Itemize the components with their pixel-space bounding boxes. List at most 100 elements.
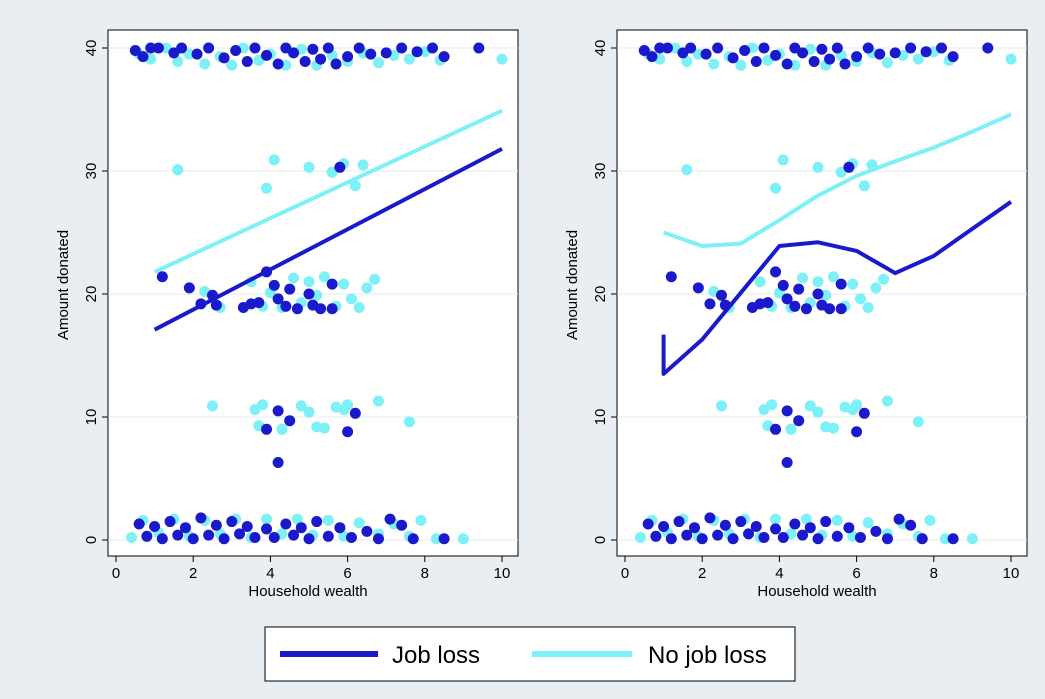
point-job-loss bbox=[241, 56, 253, 68]
point-no-job-loss bbox=[457, 533, 469, 545]
point-job-loss bbox=[793, 415, 805, 427]
fit-line-job-loss bbox=[661, 200, 1013, 376]
point-no-job-loss bbox=[827, 271, 839, 283]
point-job-loss bbox=[307, 43, 319, 55]
point-job-loss bbox=[831, 42, 843, 54]
point-job-loss bbox=[438, 533, 450, 545]
point-job-loss bbox=[427, 42, 439, 54]
point-no-job-loss bbox=[800, 513, 812, 525]
point-no-job-loss bbox=[812, 276, 824, 288]
point-no-job-loss bbox=[681, 56, 693, 68]
point-no-job-loss bbox=[912, 53, 924, 65]
x-tick-label: 10 bbox=[494, 565, 511, 582]
point-no-job-loss bbox=[777, 154, 789, 166]
x-tick-label: 0 bbox=[621, 565, 629, 582]
point-job-loss bbox=[133, 518, 145, 530]
point-job-loss bbox=[295, 522, 307, 534]
point-job-loss bbox=[322, 42, 334, 54]
point-no-job-loss bbox=[353, 302, 365, 314]
legend-label-job-loss: Job loss bbox=[392, 642, 480, 669]
point-job-loss bbox=[280, 518, 292, 530]
point-job-loss bbox=[411, 46, 423, 58]
point-no-job-loss bbox=[361, 282, 373, 294]
point-job-loss bbox=[303, 533, 315, 545]
point-job-loss bbox=[808, 56, 820, 68]
point-job-loss bbox=[743, 528, 755, 540]
point-job-loss bbox=[149, 520, 161, 532]
point-no-job-loss bbox=[183, 48, 195, 60]
point-no-job-loss bbox=[403, 416, 415, 428]
point-no-job-loss bbox=[257, 399, 269, 411]
point-no-job-loss bbox=[291, 513, 303, 525]
y-axis-title: Amount donated bbox=[55, 230, 72, 340]
point-job-loss bbox=[854, 532, 866, 544]
x-tick-label: 8 bbox=[421, 565, 429, 582]
point-no-job-loss bbox=[496, 53, 508, 65]
point-no-job-loss bbox=[770, 182, 782, 194]
y-tick-label: 0 bbox=[83, 536, 100, 544]
point-no-job-loss bbox=[430, 533, 442, 545]
point-no-job-loss bbox=[862, 302, 874, 314]
point-job-loss bbox=[396, 519, 408, 531]
x-tick-label: 4 bbox=[775, 565, 783, 582]
point-job-loss bbox=[789, 300, 801, 312]
point-no-job-loss bbox=[939, 533, 951, 545]
point-job-loss bbox=[758, 42, 770, 54]
point-job-loss bbox=[365, 48, 377, 60]
point-job-loss bbox=[315, 53, 327, 65]
point-no-job-loss bbox=[716, 400, 727, 412]
point-job-loss bbox=[650, 530, 662, 542]
point-job-loss bbox=[982, 42, 994, 54]
point-no-job-loss bbox=[349, 180, 361, 192]
point-job-loss bbox=[770, 423, 782, 435]
point-job-loss bbox=[851, 51, 863, 63]
point-job-loss bbox=[349, 407, 361, 419]
fit-line-no-job-loss bbox=[153, 108, 503, 274]
point-job-loss bbox=[839, 58, 851, 70]
point-no-job-loss bbox=[847, 278, 859, 290]
x-tick-label: 10 bbox=[1003, 565, 1020, 582]
point-job-loss bbox=[700, 48, 712, 60]
point-job-loss bbox=[272, 58, 284, 70]
point-job-loss bbox=[654, 42, 666, 54]
point-job-loss bbox=[191, 48, 203, 60]
point-job-loss bbox=[268, 279, 280, 291]
point-no-job-loss bbox=[878, 273, 890, 285]
point-no-job-loss bbox=[207, 400, 218, 412]
x-axis-title: Household wealth bbox=[248, 583, 367, 600]
point-job-loss bbox=[141, 530, 153, 542]
y-tick-label: 0 bbox=[592, 536, 609, 544]
point-job-loss bbox=[268, 532, 280, 544]
point-job-loss bbox=[661, 42, 673, 54]
point-no-job-loss bbox=[372, 57, 384, 69]
point-job-loss bbox=[696, 533, 708, 545]
point-no-job-loss bbox=[831, 514, 843, 526]
point-job-loss bbox=[226, 516, 238, 528]
point-no-job-loss bbox=[881, 395, 893, 407]
right-panel-local-fit: 0 10 20 30 40 0 2 4 6 8 10 Household wealth Amount d… bbox=[564, 29, 1028, 600]
point-job-loss bbox=[353, 42, 365, 54]
point-no-job-loss bbox=[369, 273, 381, 285]
point-job-loss bbox=[203, 529, 215, 541]
point-job-loss bbox=[291, 303, 303, 315]
point-no-job-loss bbox=[854, 293, 866, 305]
point-job-loss bbox=[824, 303, 836, 315]
point-no-job-loss bbox=[708, 58, 720, 70]
point-job-loss bbox=[311, 516, 323, 528]
point-no-job-loss bbox=[357, 159, 369, 171]
point-job-loss bbox=[342, 426, 354, 438]
point-job-loss bbox=[781, 293, 793, 305]
point-job-loss bbox=[916, 533, 928, 545]
point-no-job-loss bbox=[634, 532, 646, 544]
point-job-loss bbox=[658, 520, 670, 532]
point-no-job-loss bbox=[1005, 53, 1017, 65]
point-job-loss bbox=[156, 271, 168, 283]
point-job-loss bbox=[179, 522, 191, 534]
point-no-job-loss bbox=[785, 423, 797, 435]
point-job-loss bbox=[889, 47, 901, 59]
point-job-loss bbox=[789, 518, 801, 530]
point-job-loss bbox=[947, 51, 959, 63]
point-job-loss bbox=[187, 533, 199, 545]
point-job-loss bbox=[727, 52, 739, 64]
point-no-job-loss bbox=[851, 399, 863, 411]
